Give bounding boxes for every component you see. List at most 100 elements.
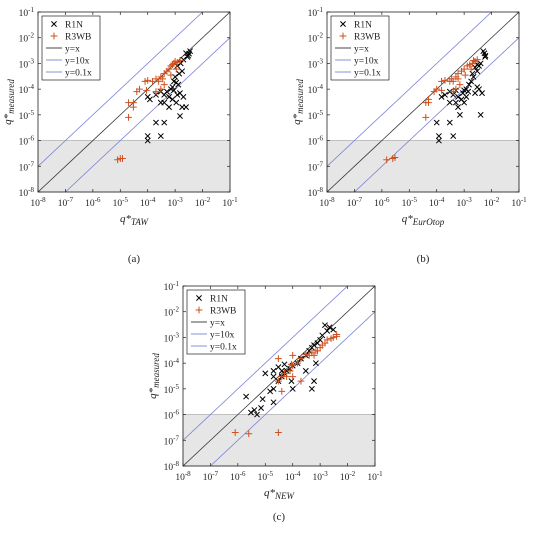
- x-axis-label: q*EurOtop: [402, 213, 445, 227]
- point-r3wb: [172, 65, 180, 73]
- point-r1n: [463, 93, 470, 100]
- point-r1n: [435, 133, 442, 139]
- point-r1n: [177, 113, 183, 119]
- tick-exponent: -5: [317, 109, 323, 117]
- tick-mantissa: 10: [308, 9, 318, 19]
- y-axis-label: q*measured: [291, 79, 305, 125]
- point-r1n: [477, 111, 484, 118]
- point-r1n: [438, 93, 445, 100]
- legend-label: R1N: [65, 21, 83, 31]
- point-r1n: [474, 68, 481, 75]
- legend-key-r1n: [196, 295, 202, 301]
- point-r3wb: [430, 88, 438, 96]
- point-r1n: [186, 50, 192, 57]
- y-tick-label: 10-2: [19, 32, 35, 45]
- x-tick-label: 10-3: [167, 196, 183, 209]
- tick-exponent: -7: [173, 434, 179, 442]
- plot-frame: [182, 285, 376, 467]
- x-axis-label-main: q*: [402, 213, 414, 225]
- legend-label: y=0.1x: [210, 343, 237, 353]
- tick-exponent: -3: [173, 331, 179, 339]
- tick-exponent: -6: [173, 409, 179, 417]
- y-tick-label: 10-5: [19, 109, 35, 122]
- tick-exponent: -7: [356, 196, 362, 204]
- y-tick-label: 10-8: [164, 460, 180, 473]
- point-r3wb: [297, 377, 305, 385]
- x-tick-label: 10-5: [258, 470, 274, 483]
- point-r1n: [258, 405, 264, 411]
- tick-mantissa: 10: [19, 9, 29, 19]
- tick-mantissa: 10: [30, 199, 40, 209]
- tick-exponent: -4: [295, 470, 301, 478]
- point-r1n: [455, 93, 462, 100]
- x-tick-label: 10-7: [58, 196, 74, 209]
- tick-mantissa: 10: [175, 473, 185, 483]
- point-r1n: [270, 367, 277, 374]
- point-r1n: [456, 111, 463, 118]
- point-r1n: [480, 48, 487, 55]
- tick-exponent: -2: [349, 470, 355, 478]
- point-r3wb: [129, 103, 137, 111]
- shaded-region: [37, 140, 231, 193]
- legend-key-r1n: [51, 21, 57, 27]
- tick-exponent: -8: [317, 186, 323, 194]
- point-r1n: [247, 409, 254, 416]
- tick-exponent: -8: [329, 196, 335, 204]
- point-r3wb: [278, 387, 286, 395]
- point-r1n: [270, 385, 277, 392]
- legend-label: y=10x: [354, 57, 379, 67]
- y-tick-label: 10-2: [308, 32, 324, 45]
- tick-mantissa: 10: [308, 112, 318, 122]
- point-r3wb: [470, 57, 477, 64]
- tick-mantissa: 10: [19, 138, 29, 148]
- tick-exponent: -6: [28, 135, 34, 143]
- x-tick-label: 10-1: [222, 196, 238, 209]
- y-tick-label: 10-5: [308, 109, 324, 122]
- tick-exponent: -2: [28, 32, 34, 40]
- tick-exponent: -5: [411, 196, 417, 204]
- point-r3wb: [289, 362, 297, 370]
- y-tick-label: 10-3: [164, 331, 180, 344]
- tick-mantissa: 10: [19, 163, 29, 173]
- x-tick-label: 10-3: [456, 196, 472, 209]
- point-r1n: [319, 332, 326, 339]
- tick-mantissa: 10: [113, 199, 123, 209]
- x-tick-label: 10-8: [30, 196, 46, 209]
- point-r1n: [479, 90, 486, 97]
- y-axis-label-sub: measured: [151, 353, 161, 388]
- tick-mantissa: 10: [484, 199, 494, 209]
- line-y=10x: [38, 12, 204, 167]
- point-r3wb: [333, 332, 341, 340]
- tick-mantissa: 10: [308, 189, 318, 199]
- panel-a: 10-8 10-7 10-6 10-5 10-4 10-3 10-2 10-110-810-7…: [2, 6, 238, 265]
- point-r3wb: [274, 429, 282, 436]
- point-r1n: [482, 52, 489, 59]
- tick-mantissa: 10: [58, 199, 68, 209]
- point-r3wb: [274, 377, 282, 385]
- y-tick-label: 10-6: [19, 135, 35, 148]
- y-tick-label: 10-4: [308, 83, 324, 96]
- tick-exponent: -1: [232, 196, 238, 204]
- point-r3wb: [438, 78, 445, 85]
- tick-exponent: -8: [40, 196, 46, 204]
- point-r1n: [259, 396, 266, 403]
- point-r1n: [446, 99, 453, 106]
- data-points: [383, 48, 489, 164]
- y-axis-label-sub: measured: [295, 79, 305, 114]
- tick-mantissa: 10: [164, 437, 174, 447]
- point-r3wb: [461, 71, 469, 79]
- tick-exponent: -2: [204, 196, 210, 204]
- point-r1n: [281, 361, 288, 368]
- tick-exponent: -3: [28, 57, 34, 65]
- y-axis-label-main: q*: [147, 387, 159, 399]
- point-r1n: [251, 407, 258, 413]
- point-r1n: [267, 388, 274, 395]
- tick-mantissa: 10: [19, 112, 29, 122]
- x-tick-label: 10-7: [203, 470, 219, 483]
- legend-label: y=10x: [65, 57, 90, 67]
- point-r1n: [311, 378, 318, 385]
- legend-label: y=0.1x: [65, 69, 92, 79]
- point-r1n: [180, 56, 187, 63]
- tick-mantissa: 10: [230, 473, 240, 483]
- tick-mantissa: 10: [258, 473, 268, 483]
